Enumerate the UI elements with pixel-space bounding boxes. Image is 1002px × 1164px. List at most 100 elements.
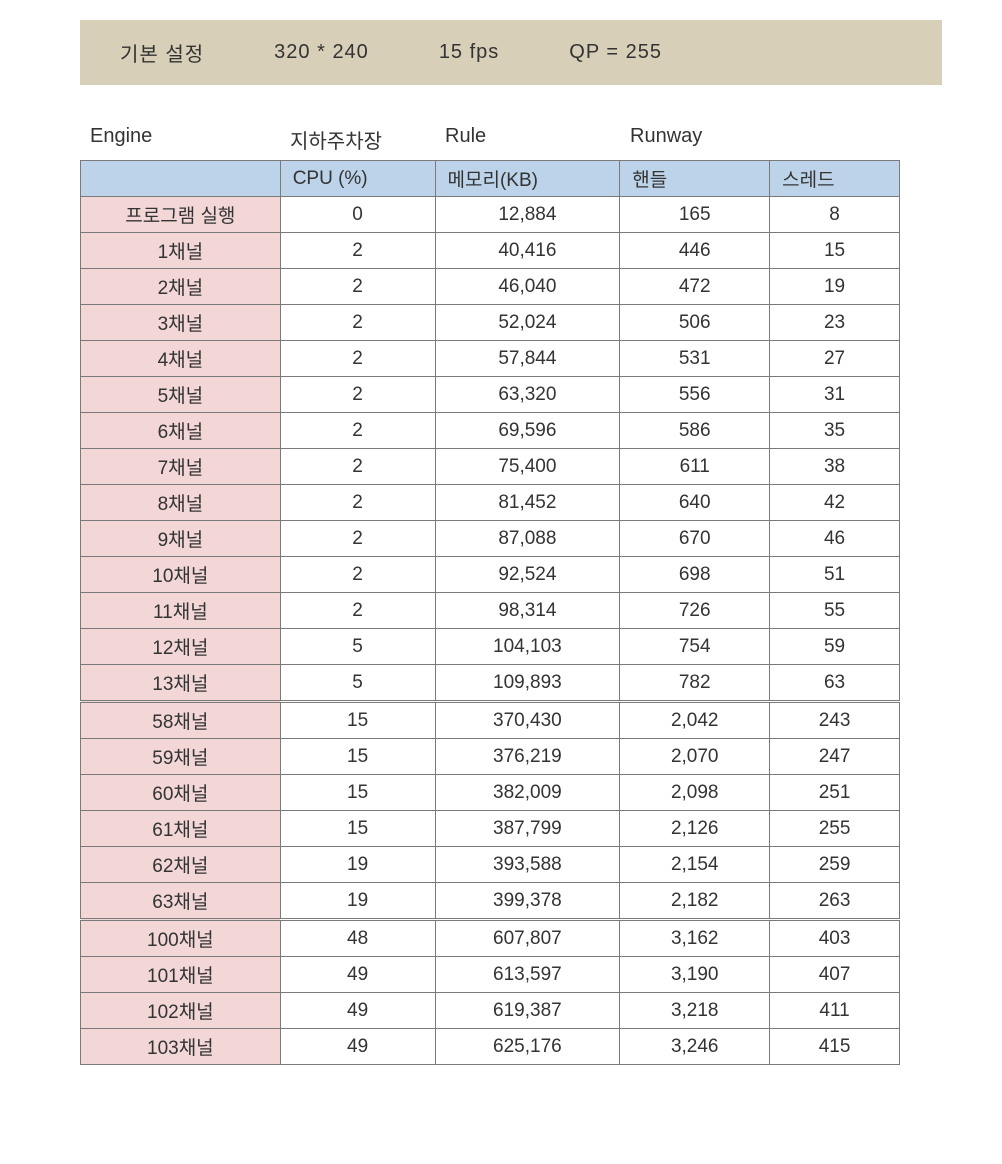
- cell-thread: 19: [770, 269, 900, 305]
- row-label: 61채널: [81, 811, 281, 847]
- cell-cpu: 49: [280, 1029, 435, 1065]
- cell-handle: 2,126: [620, 811, 770, 847]
- cell-cpu: 2: [280, 593, 435, 629]
- row-label: 11채널: [81, 593, 281, 629]
- cell-thread: 31: [770, 377, 900, 413]
- cell-thread: 247: [770, 739, 900, 775]
- cell-memory: 52,024: [435, 305, 620, 341]
- table-row: 1채널240,41644615: [81, 233, 900, 269]
- table-row: 8채널281,45264042: [81, 485, 900, 521]
- cell-handle: 670: [620, 521, 770, 557]
- cell-memory: 57,844: [435, 341, 620, 377]
- super-header-row: Engine 지하주차장 Rule Runway: [80, 125, 942, 160]
- row-label: 101채널: [81, 957, 281, 993]
- cell-thread: 46: [770, 521, 900, 557]
- settings-header-bar: 기본 설정 320 * 240 15 fps QP = 255: [80, 20, 942, 85]
- cell-handle: 754: [620, 629, 770, 665]
- cell-thread: 63: [770, 665, 900, 702]
- row-label: 9채널: [81, 521, 281, 557]
- cell-cpu: 15: [280, 702, 435, 739]
- row-label: 62채널: [81, 847, 281, 883]
- table-row: 103채널49625,1763,246415: [81, 1029, 900, 1065]
- cell-memory: 613,597: [435, 957, 620, 993]
- cell-thread: 59: [770, 629, 900, 665]
- row-label: 프로그램 실행: [81, 197, 281, 233]
- cell-cpu: 15: [280, 739, 435, 775]
- table-row: 4채널257,84453127: [81, 341, 900, 377]
- row-label: 4채널: [81, 341, 281, 377]
- cell-memory: 625,176: [435, 1029, 620, 1065]
- table-row: 11채널298,31472655: [81, 593, 900, 629]
- cell-cpu: 2: [280, 233, 435, 269]
- cell-handle: 165: [620, 197, 770, 233]
- cell-handle: 586: [620, 413, 770, 449]
- cell-memory: 104,103: [435, 629, 620, 665]
- table-row: 59채널15376,2192,070247: [81, 739, 900, 775]
- cell-memory: 619,387: [435, 993, 620, 1029]
- cell-memory: 382,009: [435, 775, 620, 811]
- cell-thread: 415: [770, 1029, 900, 1065]
- row-label: 6채널: [81, 413, 281, 449]
- row-label: 5채널: [81, 377, 281, 413]
- col-header-blank: [81, 161, 281, 197]
- cell-thread: 42: [770, 485, 900, 521]
- cell-cpu: 5: [280, 665, 435, 702]
- col-header-thread: 스레드: [770, 161, 900, 197]
- cell-thread: 263: [770, 883, 900, 920]
- cell-thread: 8: [770, 197, 900, 233]
- table-row: 61채널15387,7992,126255: [81, 811, 900, 847]
- super-header-engine: Engine: [80, 125, 280, 154]
- row-label: 58채널: [81, 702, 281, 739]
- table-row: 102채널49619,3873,218411: [81, 993, 900, 1029]
- row-label: 103채널: [81, 1029, 281, 1065]
- cell-cpu: 2: [280, 305, 435, 341]
- table-row: 프로그램 실행012,8841658: [81, 197, 900, 233]
- table-row: 101채널49613,5973,190407: [81, 957, 900, 993]
- row-label: 13채널: [81, 665, 281, 702]
- cell-memory: 387,799: [435, 811, 620, 847]
- settings-fps: 15 fps: [439, 41, 499, 64]
- cell-thread: 407: [770, 957, 900, 993]
- cell-handle: 3,190: [620, 957, 770, 993]
- cell-cpu: 49: [280, 993, 435, 1029]
- cell-thread: 27: [770, 341, 900, 377]
- cell-handle: 2,182: [620, 883, 770, 920]
- cell-memory: 87,088: [435, 521, 620, 557]
- table-row: 100채널48607,8073,162403: [81, 920, 900, 957]
- cell-cpu: 2: [280, 485, 435, 521]
- cell-cpu: 2: [280, 521, 435, 557]
- cell-memory: 370,430: [435, 702, 620, 739]
- col-header-cpu: CPU (%): [280, 161, 435, 197]
- table-body: 프로그램 실행012,88416581채널240,416446152채널246,…: [81, 197, 900, 1065]
- cell-cpu: 48: [280, 920, 435, 957]
- table-row: 63채널19399,3782,182263: [81, 883, 900, 920]
- super-header-rule: Rule: [435, 125, 620, 154]
- cell-thread: 411: [770, 993, 900, 1029]
- cell-thread: 55: [770, 593, 900, 629]
- table-row: 3채널252,02450623: [81, 305, 900, 341]
- row-label: 60채널: [81, 775, 281, 811]
- cell-memory: 92,524: [435, 557, 620, 593]
- cell-memory: 69,596: [435, 413, 620, 449]
- metrics-table: CPU (%) 메모리(KB) 핸들 스레드 프로그램 실행012,884165…: [80, 160, 900, 1065]
- cell-memory: 98,314: [435, 593, 620, 629]
- row-label: 7채널: [81, 449, 281, 485]
- row-label: 2채널: [81, 269, 281, 305]
- cell-handle: 2,154: [620, 847, 770, 883]
- table-row: 6채널269,59658635: [81, 413, 900, 449]
- cell-thread: 35: [770, 413, 900, 449]
- cell-memory: 399,378: [435, 883, 620, 920]
- table-row: 2채널246,04047219: [81, 269, 900, 305]
- table-row: 10채널292,52469851: [81, 557, 900, 593]
- super-header-parking: 지하주차장: [280, 125, 435, 154]
- cell-handle: 640: [620, 485, 770, 521]
- cell-memory: 63,320: [435, 377, 620, 413]
- cell-handle: 2,042: [620, 702, 770, 739]
- cell-memory: 46,040: [435, 269, 620, 305]
- cell-thread: 51: [770, 557, 900, 593]
- cell-cpu: 2: [280, 413, 435, 449]
- cell-cpu: 0: [280, 197, 435, 233]
- table-row: 62채널19393,5882,154259: [81, 847, 900, 883]
- settings-label: 기본 설정: [120, 38, 204, 67]
- col-header-handle: 핸들: [620, 161, 770, 197]
